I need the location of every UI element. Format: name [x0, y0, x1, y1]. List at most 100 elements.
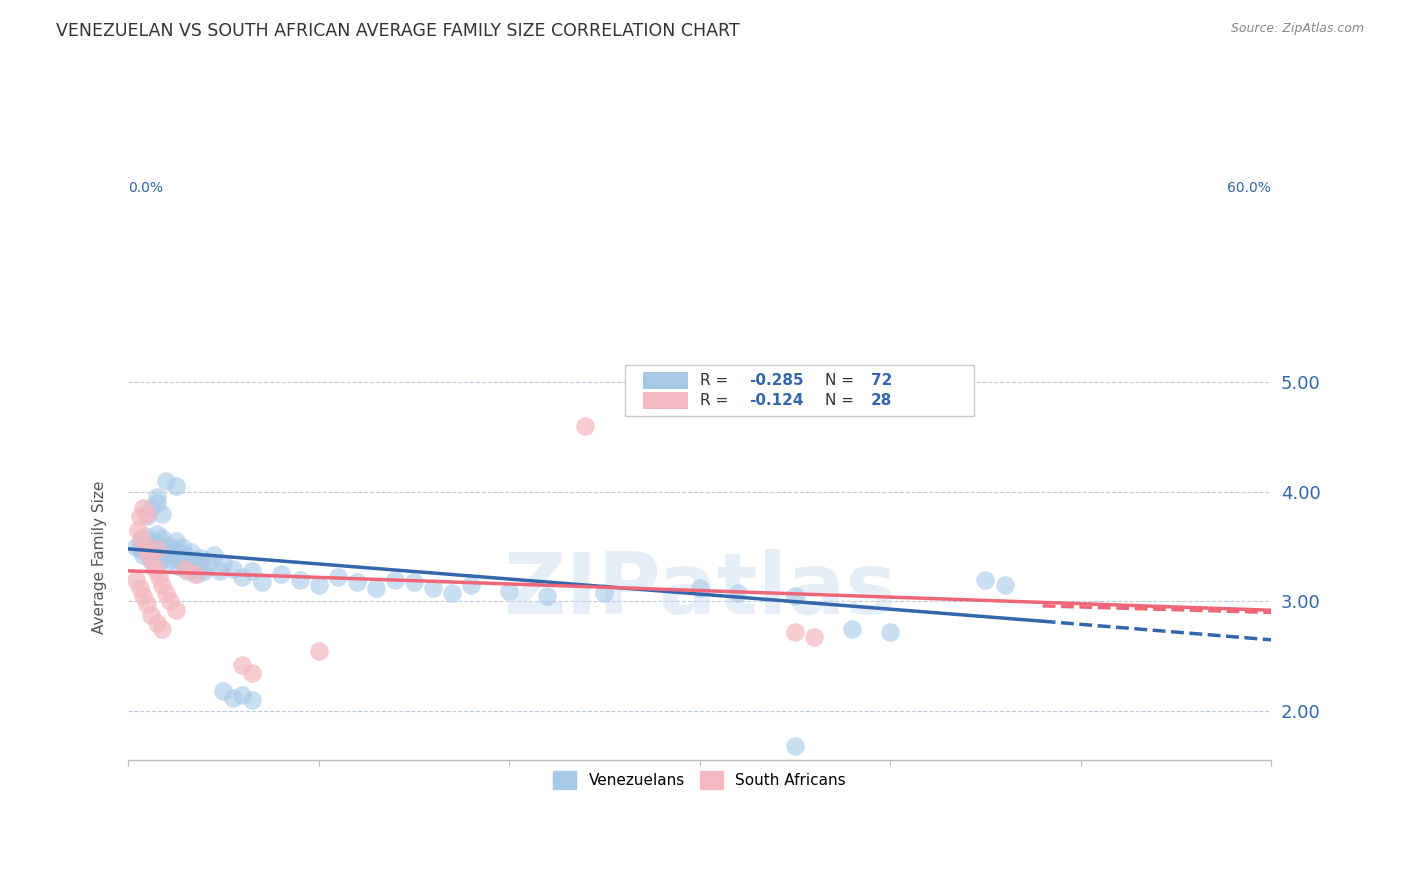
Point — [441, 585, 464, 599]
Point — [308, 578, 330, 592]
Point — [139, 553, 162, 567]
Point — [974, 573, 997, 587]
Text: N =: N = — [825, 392, 859, 408]
Point — [128, 541, 150, 556]
Point — [783, 739, 806, 753]
Point — [593, 585, 616, 599]
Point — [134, 529, 156, 543]
Text: 72: 72 — [872, 373, 893, 388]
Point — [139, 553, 162, 567]
Point — [422, 582, 444, 596]
Point — [155, 585, 177, 599]
Point — [166, 559, 188, 574]
Legend: Venezuelans, South Africans: Venezuelans, South Africans — [554, 771, 846, 789]
Text: -0.285: -0.285 — [749, 373, 803, 388]
Text: R =: R = — [700, 373, 733, 388]
Text: VENEZUELAN VS SOUTH AFRICAN AVERAGE FAMILY SIZE CORRELATION CHART: VENEZUELAN VS SOUTH AFRICAN AVERAGE FAMI… — [56, 22, 740, 40]
Point — [176, 564, 198, 578]
Point — [138, 537, 160, 551]
Point — [783, 589, 806, 603]
Point — [222, 561, 245, 575]
Point — [993, 578, 1015, 592]
Point — [145, 491, 167, 505]
Text: N =: N = — [825, 373, 859, 388]
Point — [202, 549, 225, 563]
Point — [165, 603, 187, 617]
Point — [574, 419, 596, 434]
Point — [212, 684, 235, 698]
Point — [125, 573, 148, 587]
Point — [128, 582, 150, 596]
Point — [180, 545, 202, 559]
Point — [364, 582, 387, 596]
Point — [139, 501, 162, 516]
Point — [131, 531, 153, 545]
Point — [136, 509, 159, 524]
Point — [174, 549, 197, 563]
Point — [152, 531, 174, 545]
Point — [208, 564, 231, 578]
Bar — [643, 392, 689, 409]
Text: -0.124: -0.124 — [749, 392, 803, 408]
Point — [727, 585, 749, 599]
Point — [212, 556, 235, 570]
Point — [231, 658, 253, 673]
Point — [132, 589, 155, 603]
Point — [174, 561, 197, 575]
Point — [841, 622, 863, 636]
Point — [159, 553, 181, 567]
Text: 0.0%: 0.0% — [128, 180, 163, 194]
Point — [222, 690, 245, 705]
Point — [186, 567, 208, 582]
Text: R =: R = — [700, 392, 733, 408]
Point — [402, 574, 425, 589]
Point — [231, 570, 253, 584]
Point — [879, 625, 901, 640]
Text: 28: 28 — [872, 392, 893, 408]
Point — [131, 534, 153, 549]
Point — [460, 578, 482, 592]
Point — [152, 622, 174, 636]
Y-axis label: Average Family Size: Average Family Size — [93, 481, 107, 634]
Point — [149, 540, 172, 554]
Point — [139, 607, 162, 622]
Point — [148, 556, 170, 570]
Bar — [643, 372, 689, 389]
Point — [136, 545, 159, 559]
Point — [231, 688, 253, 702]
Point — [128, 509, 150, 524]
Point — [803, 630, 825, 644]
Point — [250, 574, 273, 589]
Point — [165, 534, 187, 549]
Point — [190, 550, 212, 565]
Point — [136, 597, 159, 611]
Text: 60.0%: 60.0% — [1227, 180, 1271, 194]
Point — [536, 589, 558, 603]
Point — [346, 574, 368, 589]
Point — [143, 561, 166, 575]
Point — [308, 644, 330, 658]
Point — [143, 541, 166, 556]
Point — [288, 573, 311, 587]
Point — [148, 570, 170, 584]
FancyBboxPatch shape — [626, 365, 974, 416]
Point — [152, 578, 174, 592]
Point — [240, 665, 263, 680]
Point — [165, 479, 187, 493]
Point — [498, 583, 520, 598]
Point — [145, 526, 167, 541]
Point — [179, 553, 201, 567]
Point — [163, 549, 186, 563]
Point — [197, 556, 219, 570]
Point — [689, 582, 711, 596]
Point — [157, 537, 180, 551]
Point — [127, 523, 149, 537]
Point — [160, 541, 183, 556]
Point — [184, 553, 207, 567]
Point — [132, 549, 155, 563]
Point — [384, 573, 406, 587]
Point — [155, 474, 177, 488]
Point — [193, 564, 215, 578]
Point — [145, 541, 167, 556]
Point — [240, 564, 263, 578]
